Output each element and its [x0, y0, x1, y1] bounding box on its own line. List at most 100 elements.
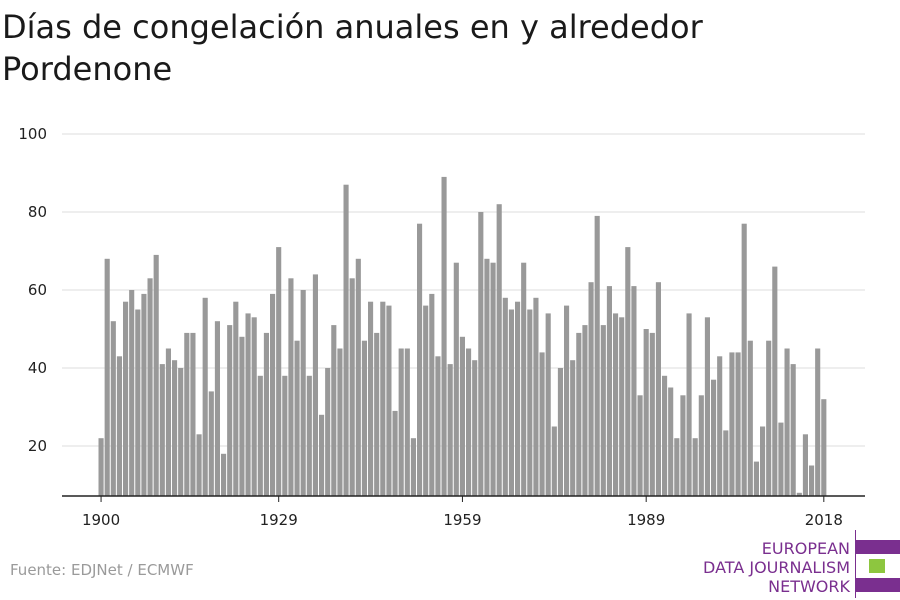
bar-1944	[368, 301, 374, 496]
bar-1996	[686, 313, 692, 496]
bar-1968	[515, 301, 521, 496]
logo-divider	[855, 530, 856, 598]
logo-line-2: DATA JOURNALISM	[703, 558, 850, 577]
y-tick-label-100: 100	[18, 125, 47, 143]
bar-1957	[447, 364, 453, 496]
bar-1974	[551, 426, 557, 496]
bar-1911	[165, 348, 171, 496]
y-tick-label-80: 80	[28, 203, 47, 221]
bar-1913	[178, 368, 184, 496]
logo-text: EUROPEAN DATA JOURNALISM NETWORK	[703, 539, 850, 596]
bar-1922	[233, 301, 239, 496]
bar-1969	[521, 262, 527, 496]
bar-2015	[802, 434, 808, 496]
bar-2016	[809, 465, 815, 496]
bar-1924	[245, 313, 251, 496]
bar-1991	[655, 282, 661, 496]
bar-2014	[796, 492, 802, 496]
chart-title: Días de congelación anuales en y alreded…	[2, 8, 703, 88]
bar-1918	[208, 391, 214, 496]
bar-1935	[312, 274, 318, 496]
y-tick-label-60: 60	[28, 281, 47, 299]
bar-1905	[129, 290, 135, 496]
bar-1958	[453, 262, 459, 496]
bar-1945	[374, 332, 380, 496]
bar-1994	[674, 438, 680, 496]
bar-1948	[392, 410, 398, 496]
bar-1993	[668, 387, 674, 496]
bar-1900	[98, 438, 104, 496]
bar-1902	[110, 321, 116, 496]
bar-1995	[680, 395, 686, 496]
bar-2005	[741, 223, 747, 496]
bar-2000	[711, 379, 717, 496]
bar-1970	[527, 309, 533, 496]
bar-1986	[625, 247, 631, 496]
bar-1953	[423, 305, 429, 496]
bar-1908	[147, 278, 153, 496]
bar-1999	[704, 317, 710, 496]
bar-1997	[692, 438, 698, 496]
bar-1903	[116, 356, 122, 496]
bar-1932	[294, 340, 300, 496]
bar-1959	[459, 336, 465, 496]
bar-1916	[196, 434, 202, 496]
bar-1938	[331, 325, 337, 496]
bar-1966	[502, 297, 508, 496]
bar-1973	[545, 313, 551, 496]
bar-1985	[619, 317, 625, 496]
bar-2001	[717, 356, 723, 496]
y-tick-label-20: 20	[28, 437, 47, 455]
bar-1982	[600, 325, 606, 496]
edjnet-logo[interactable]: EUROPEAN DATA JOURNALISM NETWORK	[700, 530, 900, 598]
bar-1919	[214, 321, 220, 496]
bar-1941	[349, 278, 355, 496]
bar-1930	[282, 375, 288, 496]
bar-1980	[588, 282, 594, 496]
bar-1976	[564, 305, 570, 496]
bar-2003	[729, 352, 735, 496]
bar-1926	[257, 375, 263, 496]
logo-bar-purple-bottom	[856, 578, 900, 592]
bar-1984	[613, 313, 619, 496]
logo-line-1: EUROPEAN	[761, 539, 850, 558]
x-tick-label-2018: 2018	[805, 511, 843, 529]
bar-1965	[496, 204, 502, 496]
x-tick-label-1929: 1929	[260, 511, 298, 529]
bar-1912	[172, 360, 178, 496]
bar-1972	[539, 352, 545, 496]
logo-bar-green	[869, 559, 885, 573]
bar-1937	[325, 368, 331, 496]
bar-2007	[753, 461, 759, 496]
bar-1934	[306, 375, 312, 496]
bar-1960	[466, 348, 472, 496]
bar-1906	[135, 309, 141, 496]
bar-2017	[815, 348, 821, 496]
logo-line-3: NETWORK	[768, 577, 850, 596]
bar-1967	[508, 309, 514, 496]
bar-1929	[276, 247, 282, 496]
bar-2006	[747, 340, 753, 496]
bar-1981	[594, 215, 600, 496]
bar-2010	[772, 266, 778, 496]
bar-1928	[270, 293, 276, 496]
bar-1946	[380, 301, 386, 496]
bar-1925	[251, 317, 257, 496]
bar-1933	[300, 290, 306, 496]
bar-2013	[790, 364, 796, 496]
bar-1975	[557, 368, 563, 496]
bar-2004	[735, 352, 741, 496]
bar-1931	[288, 278, 294, 496]
bar-1950	[404, 348, 410, 496]
x-axis: 1900 1929 1959 1989 2018	[62, 495, 865, 529]
bar-1992	[662, 375, 668, 496]
bar-1963	[484, 258, 490, 496]
bar-1998	[698, 395, 704, 496]
bar-2002	[723, 430, 729, 496]
bar-1939	[337, 348, 343, 496]
bar-1988	[637, 395, 643, 496]
bar-1909	[153, 254, 159, 496]
bar-1964	[490, 262, 496, 496]
bar-1920	[221, 453, 227, 496]
